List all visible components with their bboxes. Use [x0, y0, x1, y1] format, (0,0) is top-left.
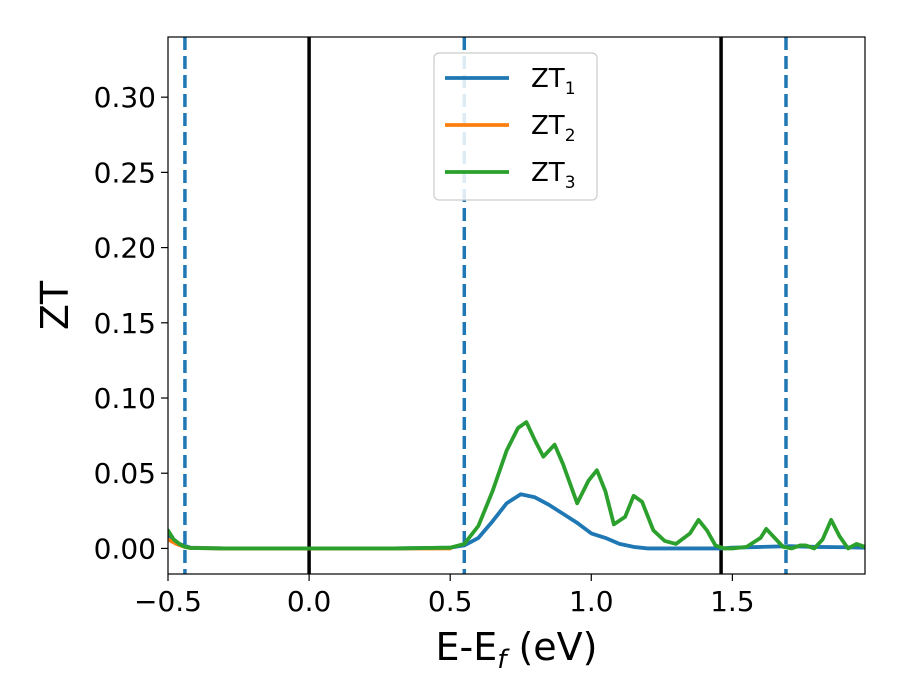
- y-tick-label: 0.10: [94, 382, 156, 415]
- series-line-3: [168, 420, 865, 551]
- x-tick-label: 0.5: [428, 585, 473, 618]
- y-tick-label: 0.25: [94, 156, 156, 189]
- y-tick-label: 0.00: [94, 532, 156, 565]
- y-tick-label: 0.30: [94, 81, 156, 114]
- legend-label-1: ZT1: [531, 64, 576, 99]
- series-line-1: [168, 492, 865, 551]
- y-tick-label: 0.20: [94, 232, 156, 265]
- x-axis-label-unit: (eV): [506, 625, 597, 669]
- y-tick-label: 0.15: [94, 307, 156, 340]
- x-axis-label-main: E-E: [436, 625, 498, 669]
- plot-area: [168, 37, 865, 574]
- x-tick-label: −0.5: [134, 585, 202, 618]
- x-tick-label: 1.5: [710, 585, 755, 618]
- legend-box: [433, 52, 598, 201]
- legend: ZT1 ZT2 ZT3: [433, 52, 598, 201]
- x-tick-label: 0.0: [287, 585, 332, 618]
- legend-label-2: ZT2: [531, 111, 576, 146]
- y-axis-label: ZT: [33, 280, 77, 330]
- legend-label-3: ZT3: [531, 158, 576, 193]
- x-tick-label: 1.0: [569, 585, 614, 618]
- axes-frame: [167, 36, 866, 575]
- ticks: −0.5 0.0 0.5 1.0 1.5 0.00 0.05 0.10 0.15 0.20 0.25…: [94, 81, 755, 618]
- y-tick-label: 0.05: [94, 457, 156, 490]
- x-axis-label: E-Ef (eV): [436, 625, 598, 675]
